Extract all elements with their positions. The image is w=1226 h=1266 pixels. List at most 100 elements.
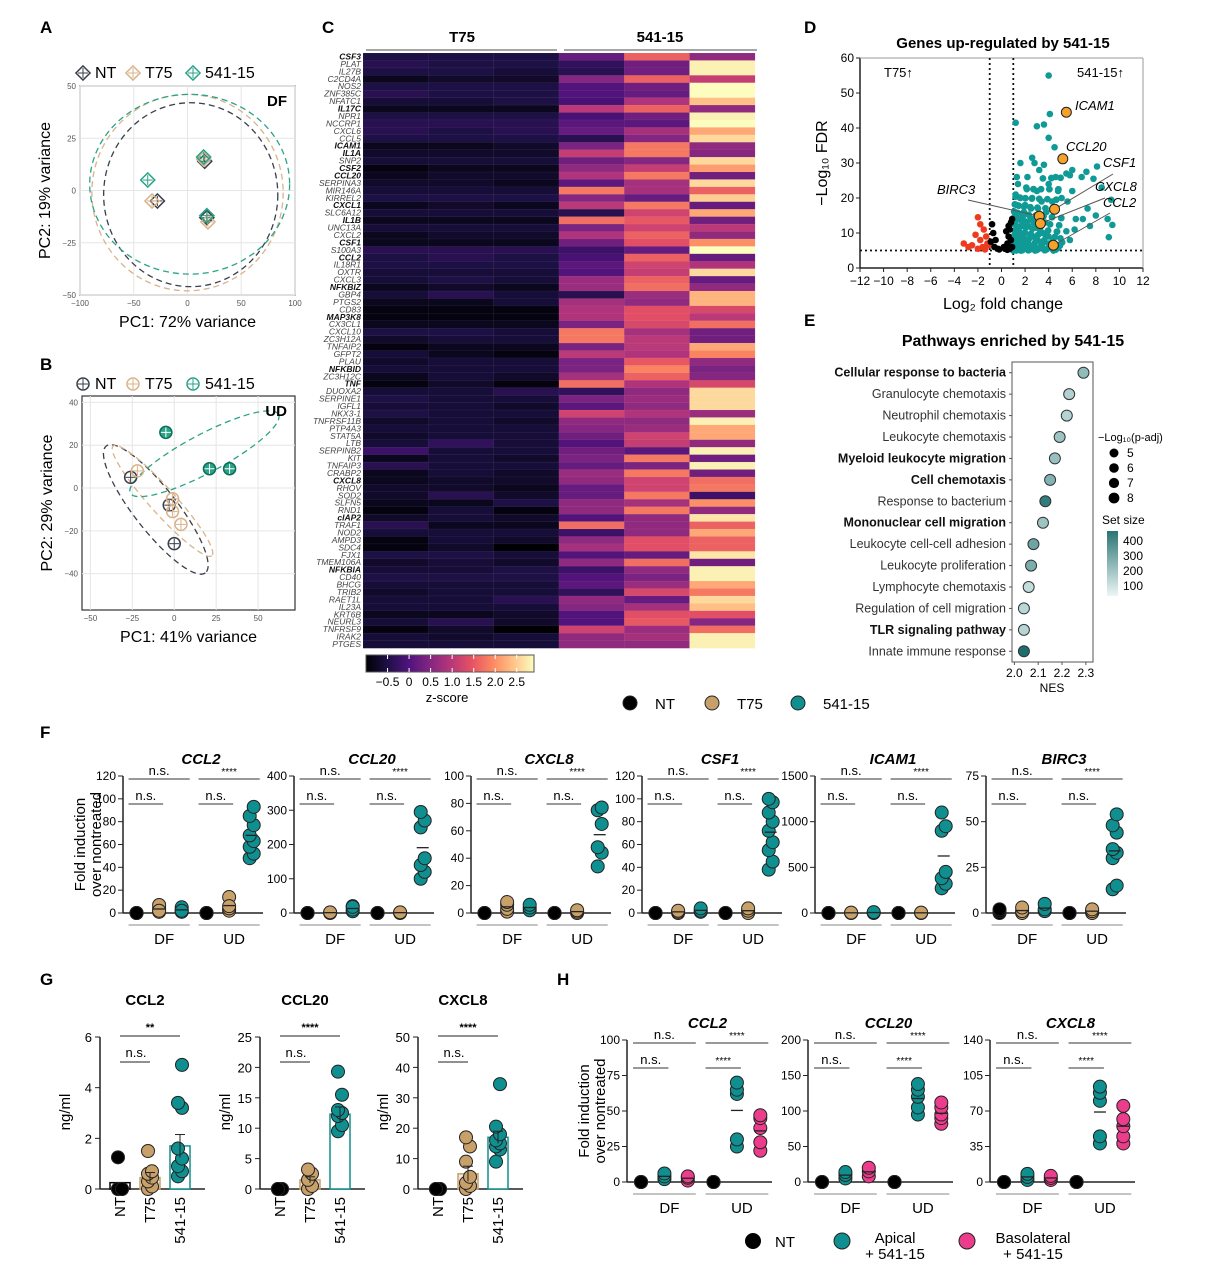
data-point	[887, 1175, 902, 1189]
x-tick-label: 50	[254, 614, 263, 623]
data-point-up	[1055, 222, 1063, 229]
heatmap-cell	[493, 365, 560, 374]
heatmap-cell	[493, 261, 560, 270]
heatmap-cell	[493, 618, 560, 627]
significance-label: ****	[913, 767, 929, 778]
y-tick-label: 1000	[781, 815, 808, 829]
heatmap-cell	[362, 417, 429, 426]
y-tick-label: 200	[267, 838, 287, 852]
gene-label: NCCRP1	[326, 118, 361, 128]
heatmap-cell	[624, 521, 691, 530]
heatmap-cell	[558, 476, 625, 485]
heatmap-cell	[689, 603, 756, 612]
data-point	[489, 1154, 503, 1169]
group-label: UD	[223, 931, 245, 948]
x-tick-label: 2.0	[1006, 666, 1023, 680]
group-label: UD	[915, 931, 937, 948]
pathway-label: Granulocyte chemotaxis	[872, 387, 1006, 401]
data-point	[522, 897, 537, 912]
data-point-up	[1054, 187, 1062, 195]
data-point-up	[1019, 213, 1027, 221]
pathway-point	[1017, 623, 1030, 636]
significance-label: n.s.	[320, 763, 341, 778]
confidence-ellipse	[89, 93, 291, 275]
y-tick-label: 50	[841, 86, 855, 100]
legend-label: NT	[95, 65, 117, 82]
heatmap-cell	[362, 89, 429, 99]
heatmap-cell	[558, 164, 625, 173]
heatmap-cell	[558, 119, 625, 128]
heatmap-cell	[493, 104, 560, 114]
group-label: DF	[659, 1200, 679, 1217]
heatmap-cell	[624, 372, 691, 381]
heatmap-cell	[362, 402, 429, 411]
gene-label: SDC4	[338, 542, 361, 552]
data-point-down	[974, 213, 982, 221]
heatmap-cell	[624, 290, 691, 299]
heatmap-cell	[689, 476, 756, 485]
heatmap-cell	[558, 543, 625, 552]
data-point-up	[1058, 194, 1065, 202]
gene-label: TNFRSF9	[323, 624, 362, 634]
y-tick-label: 15	[238, 1091, 252, 1106]
pathway-point	[1022, 581, 1035, 593]
heatmap-cell	[428, 342, 495, 352]
heatmap-cell	[624, 565, 691, 575]
heatmap-cell	[428, 417, 495, 426]
heatmap-cell	[493, 156, 560, 166]
heatmap-cell	[493, 238, 560, 247]
y-tick-label: 80	[451, 796, 465, 810]
heatmap-cell	[362, 424, 429, 433]
gene-label: CXCL8	[333, 475, 361, 485]
gene-label: CXCL3	[334, 275, 362, 285]
pathway-label: Cell chemotaxis	[911, 473, 1006, 487]
heatmap-cell	[558, 127, 625, 136]
y-tick-label: 105	[963, 1069, 983, 1083]
panel-label-g: G	[40, 970, 53, 989]
gene-annotation: ICAM1	[1075, 98, 1115, 113]
x-tick-label: 4	[1045, 274, 1052, 288]
significance-label: n.s.	[668, 763, 689, 778]
heatmap-cell	[689, 380, 756, 389]
subplot-title: CCL2	[181, 751, 221, 768]
heatmap-cell	[558, 573, 625, 582]
heatmap-cell	[493, 543, 560, 552]
heatmap-cell	[493, 208, 560, 218]
data-point-up	[1012, 119, 1019, 127]
heatmap-cell	[428, 186, 495, 195]
heatmap-cell	[428, 595, 495, 604]
y-tick-label: 10	[841, 226, 855, 240]
data-point-up	[1033, 122, 1041, 130]
data-point-up	[1027, 205, 1035, 212]
heatmap-cell	[493, 595, 560, 604]
data-point	[459, 1154, 473, 1169]
heatmap-cell	[428, 231, 495, 240]
gene-label: DUOXA2	[326, 386, 361, 396]
group-label: UD	[912, 1200, 934, 1217]
data-point	[729, 1075, 744, 1090]
subplot-title: BIRC3	[1041, 751, 1087, 768]
heatmap-cell	[428, 573, 495, 582]
data-point-up	[1098, 184, 1106, 191]
legend-label: 541-15	[205, 376, 255, 393]
heatmap-cell	[558, 327, 625, 337]
heatmap-cell	[689, 231, 756, 240]
heatmap-cell	[689, 208, 756, 218]
heatmap-cell	[362, 216, 429, 225]
y-tick-label: 40	[69, 398, 78, 407]
significance-label: ****	[1078, 1056, 1094, 1067]
significance-label: ****	[715, 1056, 731, 1067]
heatmap-cell	[558, 387, 625, 396]
heatmap-cell	[362, 588, 429, 597]
y-tick-label: 20	[396, 1121, 410, 1136]
heatmap-cell	[493, 164, 560, 173]
data-point-up	[1018, 240, 1025, 247]
heatmap-cell	[493, 387, 560, 396]
heatmap-cell	[624, 380, 691, 389]
significance-label: n.s.	[126, 1045, 147, 1060]
heatmap-cell	[493, 432, 560, 441]
heatmap-cell	[558, 618, 625, 627]
data-point	[1015, 900, 1030, 915]
data-point	[934, 805, 949, 820]
gene-label: SERPINE1	[319, 394, 361, 404]
